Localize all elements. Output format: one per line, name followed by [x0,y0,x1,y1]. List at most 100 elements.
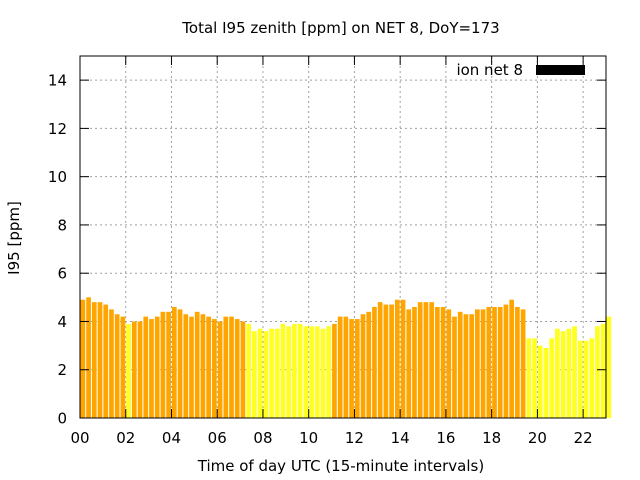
bar [120,316,126,418]
bar [354,319,360,418]
bar [86,297,91,418]
bar [246,323,252,418]
x-tick-label: 00 [70,429,89,447]
bar [257,328,263,418]
bar [457,311,463,418]
chart-title: Total I95 zenith [ppm] on NET 8, DoY=173 [181,19,499,37]
bar [577,340,583,418]
bar [194,311,200,418]
bar [234,319,240,418]
bar [440,306,446,418]
bar [200,314,206,418]
bar [469,314,474,418]
x-tick-label: 04 [162,429,181,447]
bar [166,311,171,418]
x-tick-label: 22 [574,429,593,447]
legend: ion net 8 [456,61,585,79]
bar [109,309,114,418]
y-tick-label: 2 [57,361,67,379]
ticks [79,56,606,419]
bar [566,328,572,418]
bar [572,326,577,418]
bar [560,331,566,418]
bar [149,319,154,418]
bar [189,316,194,418]
y-tick-label: 0 [57,410,67,428]
bar [526,338,532,418]
bar [549,338,555,418]
x-tick-label: 06 [208,429,227,447]
bar [326,326,332,418]
bar [417,302,423,418]
y-tick-labels: 0 2 4 6 8 10 12 14 [48,72,67,428]
bar [389,304,394,418]
bar [372,306,377,418]
x-tick-label: 16 [436,429,455,447]
bar [131,321,137,418]
grid [80,56,606,418]
y-tick-label: 4 [57,313,67,331]
bar [537,345,543,418]
x-tick-labels: 00 02 04 06 08 10 12 14 16 18 20 22 [70,429,592,447]
bar [446,309,452,418]
bar [91,302,97,418]
bar [383,304,389,418]
bar [377,302,383,418]
bar [532,338,537,418]
bar [114,314,120,418]
bar [286,326,292,418]
bar [360,314,366,418]
bar [434,306,440,418]
bar [206,316,211,418]
bar [583,340,589,418]
plot-frame [79,55,607,419]
bar [429,302,434,418]
bar [223,316,229,418]
bar [480,309,486,418]
y-tick-label: 12 [48,120,67,138]
bar [160,311,166,418]
x-tick-label: 10 [299,429,318,447]
y-tick-label: 6 [57,265,67,283]
bar [217,321,223,418]
bar [503,304,509,418]
bar [509,299,515,418]
bar [263,331,269,418]
bar [543,348,549,418]
bar [343,316,349,418]
bar [240,321,246,418]
bar [452,316,457,418]
bar [423,302,429,418]
bar [97,302,103,418]
bar [332,323,337,418]
bar [229,316,234,418]
bar [492,306,497,418]
bar [486,306,492,418]
bar [154,316,160,418]
bar [137,321,143,418]
bar [80,299,86,418]
legend-label: ion net 8 [456,61,523,79]
bar [337,316,343,418]
bar [297,323,303,418]
bar [309,326,314,418]
x-tick-label: 12 [345,429,364,447]
bar [515,306,520,418]
legend-swatch [536,65,585,75]
bar [366,311,372,418]
bar [349,319,354,418]
bar [314,326,320,418]
bar [303,326,309,418]
bar [606,316,612,418]
bar [126,323,131,418]
bar [252,331,257,418]
bar [177,309,183,418]
bar [406,309,412,418]
bar [292,323,297,418]
bar [143,316,149,418]
bar [171,306,177,418]
bar [269,328,274,418]
bar [497,306,503,418]
x-axis-title: Time of day UTC (15-minute intervals) [197,457,484,475]
bar [320,328,326,418]
